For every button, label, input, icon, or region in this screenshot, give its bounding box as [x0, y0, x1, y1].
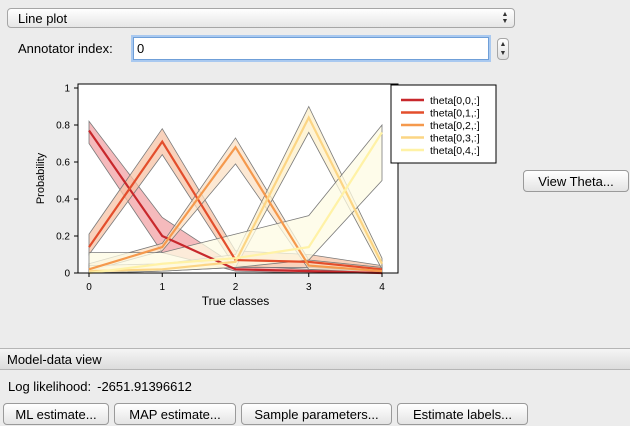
legend-label-3: theta[0,3,:] [430, 133, 480, 145]
plot-type-select[interactable]: Line plot ▲ ▼ [7, 8, 515, 28]
view-theta-button[interactable]: View Theta... [523, 170, 629, 192]
log-likelihood-row: Log likelihood: -2651.91396612 [8, 379, 192, 394]
estimate-labels-button[interactable]: Estimate labels... [397, 403, 528, 425]
y-tick-label-1: 0.2 [56, 232, 70, 243]
legend-label-4: theta[0,4,:] [430, 145, 480, 157]
y-axis: 0 0.2 0.4 0.6 0.8 1 [56, 84, 78, 280]
x-tick-label-1: 1 [159, 282, 165, 293]
x-axis-label: True classes [202, 294, 270, 308]
x-tick-label-3: 3 [306, 282, 312, 293]
y-tick-label-2: 0.4 [56, 195, 70, 206]
legend-label-2: theta[0,2,:] [430, 120, 480, 132]
log-likelihood-label: Log likelihood: [8, 379, 92, 394]
ml-estimate-button[interactable]: ML estimate... [3, 403, 109, 425]
legend-label-1: theta[0,1,:] [430, 108, 480, 120]
band-series-4 [88, 123, 383, 274]
legend-label-0: theta[0,0,:] [430, 95, 480, 107]
plot-type-value: Line plot [18, 10, 68, 26]
model-data-view-title: Model-data view [7, 351, 102, 367]
model-data-view-header: Model-data view [0, 348, 630, 370]
axes-frame [77, 83, 399, 274]
line-series-2 [88, 145, 383, 273]
log-likelihood-value: -2651.91396612 [97, 379, 192, 394]
line-series-0 [88, 129, 383, 275]
y-axis-label: Probability [35, 152, 47, 204]
x-tick-label-2: 2 [233, 282, 239, 293]
annotator-index-label: Annotator index: [18, 41, 113, 56]
annotator-index-input[interactable] [133, 37, 489, 60]
sample-parameters-button[interactable]: Sample parameters... [241, 403, 392, 425]
y-tick-label-4: 0.8 [56, 121, 70, 132]
annotator-index-stepper[interactable]: ▲ ▼ [497, 38, 509, 60]
x-axis: 0 1 2 3 4 [86, 273, 385, 293]
chart-legend: theta[0,0,:]theta[0,1,:]theta[0,2,:]thet… [390, 84, 497, 164]
y-tick-label-5: 1 [64, 84, 70, 95]
theta-line-plot: 0 0.2 0.4 0.6 0.8 1 0 1 2 3 4 True classes Probab… [35, 83, 497, 308]
select-arrows-icon: ▲ ▼ [501, 11, 509, 25]
series-lines [88, 115, 383, 275]
x-tick-label-0: 0 [86, 282, 92, 293]
map-estimate-button[interactable]: MAP estimate... [114, 403, 236, 425]
line-series-3 [88, 115, 383, 273]
confidence-bands [78, 84, 398, 274]
y-tick-label-0: 0 [64, 269, 70, 280]
line-series-4 [88, 131, 383, 275]
y-tick-label-3: 0.6 [56, 158, 70, 169]
x-tick-label-4: 4 [379, 282, 385, 293]
